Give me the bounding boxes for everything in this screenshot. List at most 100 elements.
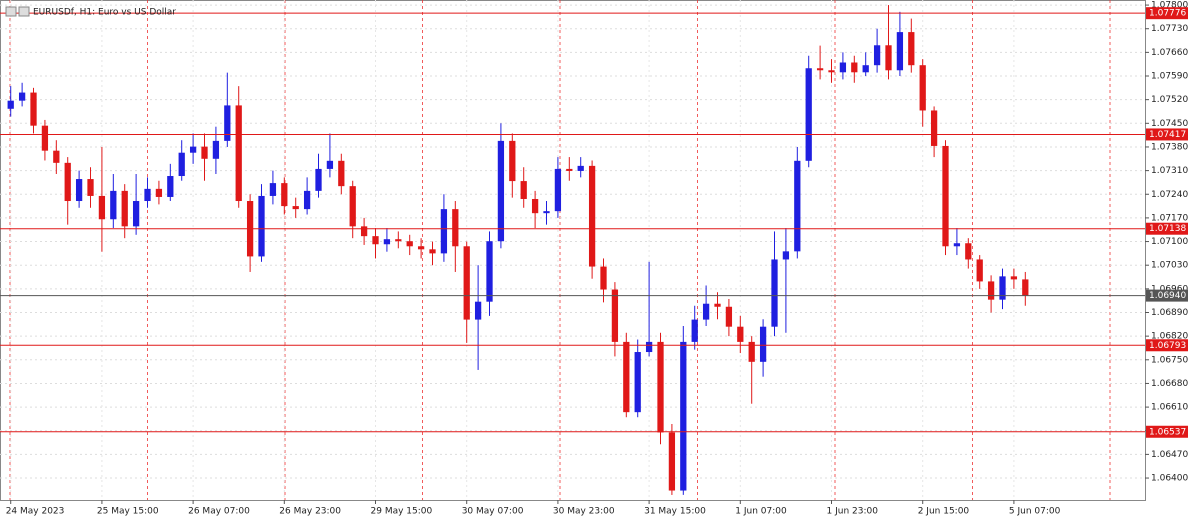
candle-body [30, 92, 37, 126]
candle-body [794, 160, 801, 252]
candle-body [771, 259, 778, 327]
candle-body [1022, 279, 1029, 296]
price-level-box [1146, 7, 1188, 20]
candle-body [737, 326, 744, 342]
x-tick-label: 5 Jun 07:00 [1009, 507, 1061, 517]
price-level-label: 1.06537 [1149, 427, 1186, 437]
candle-body [189, 146, 197, 153]
x-tick-label: 1 Jun 07:00 [735, 507, 787, 517]
icon [5, 6, 17, 17]
candle-body [303, 190, 311, 210]
candle-body [862, 65, 869, 73]
candle-body [269, 183, 277, 196]
candle-body [258, 195, 265, 257]
candle-body [999, 276, 1006, 300]
price-level-label: 1.07138 [1149, 224, 1186, 234]
candle-body [987, 281, 995, 300]
candle-body [452, 209, 459, 247]
candles [0, 5, 1145, 495]
candle-body [395, 239, 402, 242]
y-tick-label: 1.07730 [1151, 24, 1188, 34]
y-tick-label: 1.07380 [1151, 142, 1188, 152]
x-tick-label: 30 May 23:00 [553, 507, 615, 517]
price-level-box [1146, 425, 1188, 438]
candle-body [406, 241, 413, 247]
candle-body [167, 176, 174, 197]
x-tick-label: 2 Jun 15:00 [918, 507, 970, 517]
chart-title: EURUSDf, H1: Euro vs US Dollar [33, 8, 176, 18]
price-level-label: 1.06940 [1149, 291, 1186, 301]
x-tick-label: 26 May 07:00 [188, 507, 250, 517]
candle-body [53, 150, 60, 163]
candle-body [383, 239, 391, 245]
candle-body [680, 341, 687, 491]
candle-body [600, 266, 607, 290]
candle-body [919, 65, 926, 111]
candle-body [132, 201, 140, 227]
candle-body [657, 341, 664, 433]
candle-body [588, 165, 596, 267]
candle-body [75, 179, 83, 202]
candle-body [634, 352, 641, 413]
y-tick-label: 1.07800 [1151, 1, 1188, 11]
candle-body [440, 209, 448, 254]
y-tick-label: 1.06400 [1151, 474, 1188, 484]
candle-body [691, 319, 698, 342]
candle-body [759, 326, 767, 362]
candle-body [623, 341, 630, 413]
candle-body [554, 168, 562, 212]
price-level-label: 1.06793 [1149, 341, 1186, 351]
candle-body [474, 301, 482, 320]
candle-body [965, 243, 972, 260]
candle-body [110, 190, 117, 220]
candle-body [953, 243, 961, 247]
y-tick-label: 1.06680 [1151, 379, 1188, 389]
candle-body [908, 32, 915, 66]
icon [18, 6, 30, 17]
y-tick-label: 1.06890 [1151, 308, 1188, 318]
price-level-box [1146, 339, 1188, 352]
candle-body [930, 110, 938, 146]
candle-body [463, 246, 470, 320]
candle-body [976, 259, 983, 282]
y-tick-label: 1.06960 [1151, 284, 1188, 294]
candle-body [201, 146, 208, 159]
x-tick-label: 1 Jun 23:00 [827, 507, 879, 517]
candle-body [212, 140, 220, 159]
x-tick-label: 31 May 15:00 [644, 507, 706, 517]
plot-area [0, 0, 1146, 501]
candle-body [121, 190, 128, 227]
candle-body [543, 211, 550, 214]
candle-body [235, 105, 242, 202]
y-tick-label: 1.07520 [1151, 95, 1188, 105]
candle-body [98, 195, 106, 220]
price-level-box [1146, 128, 1188, 141]
candle-body [372, 236, 379, 245]
candle-body [349, 186, 356, 227]
y-tick-label: 1.07450 [1151, 119, 1188, 129]
candle-body [851, 62, 858, 73]
candle-body [531, 198, 539, 214]
axis-labels: 1.07800 1.07730 1.07660 1.07590 1.07520 1.074… [6, 1, 1189, 517]
y-tick-label: 1.07240 [1151, 190, 1188, 200]
y-tick-label: 1.07030 [1151, 261, 1188, 271]
candle-body [360, 226, 368, 237]
candle-body [566, 168, 573, 171]
y-tick-label: 1.06750 [1151, 355, 1188, 365]
candle-body [178, 152, 185, 177]
y-tick-label: 1.06610 [1151, 403, 1188, 413]
x-tick-label: 30 May 07:00 [462, 507, 524, 517]
candle-body [611, 289, 619, 342]
candle-body [645, 341, 653, 353]
y-tick-label: 1.07100 [1151, 237, 1188, 247]
candle-body [816, 68, 824, 71]
candle-body [315, 168, 322, 191]
price-level-label: 1.07417 [1149, 130, 1186, 140]
candle-body [87, 179, 94, 196]
y-tick-label: 1.07660 [1151, 48, 1188, 58]
y-tick-label: 1.07170 [1151, 213, 1188, 223]
candle-body [896, 32, 904, 71]
candle-body [577, 165, 584, 171]
